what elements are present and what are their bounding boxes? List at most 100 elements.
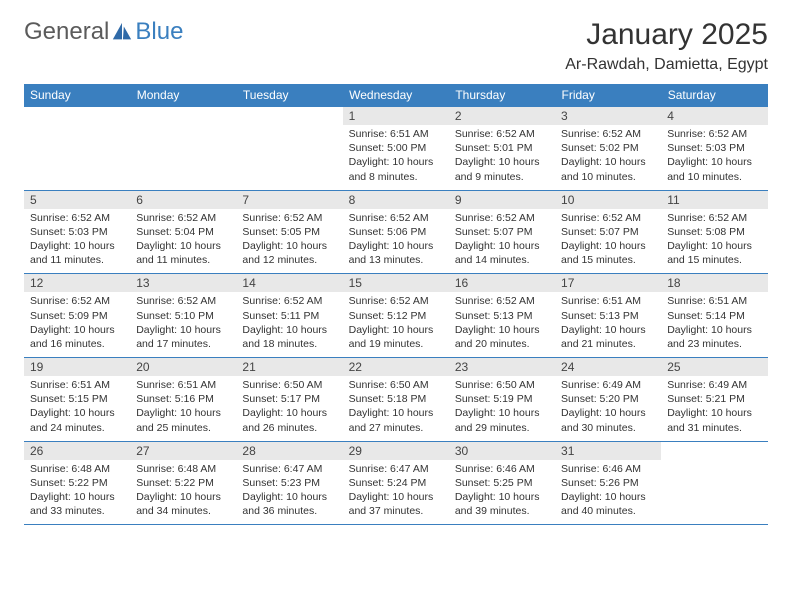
daylight-text: Daylight: 10 hours and 10 minutes. [561, 155, 655, 183]
day-info: Sunrise: 6:52 AMSunset: 5:11 PMDaylight:… [236, 292, 342, 351]
day-number: 11 [661, 191, 767, 209]
day-number: 8 [343, 191, 449, 209]
day-info: Sunrise: 6:52 AMSunset: 5:07 PMDaylight:… [555, 209, 661, 268]
sunrise-text: Sunrise: 6:51 AM [30, 378, 124, 392]
sunrise-text: Sunrise: 6:52 AM [561, 211, 655, 225]
location-text: Ar-Rawdah, Damietta, Egypt [565, 56, 768, 74]
day-cell-body: Sunrise: 6:52 AMSunset: 5:10 PMDaylight:… [130, 292, 236, 357]
sunset-text: Sunset: 5:20 PM [561, 392, 655, 406]
brand-part1: General [24, 18, 109, 46]
sunrise-text: Sunrise: 6:51 AM [561, 294, 655, 308]
sunset-text: Sunset: 5:13 PM [561, 309, 655, 323]
day-info: Sunrise: 6:51 AMSunset: 5:00 PMDaylight:… [343, 125, 449, 184]
daylight-text: Daylight: 10 hours and 29 minutes. [455, 406, 549, 434]
daylight-text: Daylight: 10 hours and 37 minutes. [349, 490, 443, 518]
day-cell-number [24, 107, 130, 126]
daylight-text: Daylight: 10 hours and 11 minutes. [30, 239, 124, 267]
day-cell-number: 11 [661, 190, 767, 209]
sunset-text: Sunset: 5:22 PM [30, 476, 124, 490]
day-number [236, 107, 342, 125]
daylight-text: Daylight: 10 hours and 12 minutes. [242, 239, 336, 267]
daylight-text: Daylight: 10 hours and 10 minutes. [667, 155, 761, 183]
day-cell-number: 30 [449, 441, 555, 460]
day-number: 20 [130, 358, 236, 376]
week-body-row: Sunrise: 6:48 AMSunset: 5:22 PMDaylight:… [24, 460, 768, 525]
sunrise-text: Sunrise: 6:51 AM [136, 378, 230, 392]
day-cell-body: Sunrise: 6:51 AMSunset: 5:14 PMDaylight:… [661, 292, 767, 357]
week-daynum-row: 12131415161718 [24, 274, 768, 293]
day-info: Sunrise: 6:46 AMSunset: 5:25 PMDaylight:… [449, 460, 555, 519]
day-cell-body [236, 125, 342, 190]
day-cell-body: Sunrise: 6:52 AMSunset: 5:04 PMDaylight:… [130, 209, 236, 274]
day-info: Sunrise: 6:52 AMSunset: 5:13 PMDaylight:… [449, 292, 555, 351]
weekday-header: Sunday [24, 84, 130, 107]
day-number: 21 [236, 358, 342, 376]
sunset-text: Sunset: 5:10 PM [136, 309, 230, 323]
week-body-row: Sunrise: 6:51 AMSunset: 5:00 PMDaylight:… [24, 125, 768, 190]
daylight-text: Daylight: 10 hours and 40 minutes. [561, 490, 655, 518]
sunset-text: Sunset: 5:25 PM [455, 476, 549, 490]
week-body-row: Sunrise: 6:51 AMSunset: 5:15 PMDaylight:… [24, 376, 768, 441]
sunset-text: Sunset: 5:24 PM [349, 476, 443, 490]
day-cell-number: 3 [555, 107, 661, 126]
day-cell-number: 29 [343, 441, 449, 460]
daylight-text: Daylight: 10 hours and 21 minutes. [561, 323, 655, 351]
week-daynum-row: 19202122232425 [24, 358, 768, 377]
sunset-text: Sunset: 5:18 PM [349, 392, 443, 406]
weekday-header: Friday [555, 84, 661, 107]
day-info: Sunrise: 6:52 AMSunset: 5:04 PMDaylight:… [130, 209, 236, 268]
sunrise-text: Sunrise: 6:46 AM [561, 462, 655, 476]
day-cell-body [661, 460, 767, 525]
sunrise-text: Sunrise: 6:52 AM [667, 211, 761, 225]
day-number [130, 107, 236, 125]
sail-icon [111, 21, 133, 43]
daylight-text: Daylight: 10 hours and 16 minutes. [30, 323, 124, 351]
sunset-text: Sunset: 5:00 PM [349, 141, 443, 155]
day-number: 14 [236, 274, 342, 292]
day-cell-body: Sunrise: 6:52 AMSunset: 5:09 PMDaylight:… [24, 292, 130, 357]
day-number: 15 [343, 274, 449, 292]
day-cell-number: 12 [24, 274, 130, 293]
day-cell-body: Sunrise: 6:52 AMSunset: 5:05 PMDaylight:… [236, 209, 342, 274]
sunset-text: Sunset: 5:07 PM [455, 225, 549, 239]
sunrise-text: Sunrise: 6:52 AM [349, 211, 443, 225]
day-cell-body: Sunrise: 6:49 AMSunset: 5:20 PMDaylight:… [555, 376, 661, 441]
daylight-text: Daylight: 10 hours and 24 minutes. [30, 406, 124, 434]
sunset-text: Sunset: 5:03 PM [30, 225, 124, 239]
week-body-row: Sunrise: 6:52 AMSunset: 5:09 PMDaylight:… [24, 292, 768, 357]
day-cell-number: 31 [555, 441, 661, 460]
day-cell-number [236, 107, 342, 126]
day-number: 27 [130, 442, 236, 460]
day-cell-body: Sunrise: 6:52 AMSunset: 5:03 PMDaylight:… [24, 209, 130, 274]
daylight-text: Daylight: 10 hours and 31 minutes. [667, 406, 761, 434]
day-cell-body: Sunrise: 6:48 AMSunset: 5:22 PMDaylight:… [24, 460, 130, 525]
sunset-text: Sunset: 5:22 PM [136, 476, 230, 490]
daylight-text: Daylight: 10 hours and 19 minutes. [349, 323, 443, 351]
day-info: Sunrise: 6:49 AMSunset: 5:21 PMDaylight:… [661, 376, 767, 435]
day-info: Sunrise: 6:52 AMSunset: 5:01 PMDaylight:… [449, 125, 555, 184]
daylight-text: Daylight: 10 hours and 14 minutes. [455, 239, 549, 267]
day-number: 18 [661, 274, 767, 292]
day-number: 30 [449, 442, 555, 460]
sunset-text: Sunset: 5:04 PM [136, 225, 230, 239]
day-info: Sunrise: 6:52 AMSunset: 5:05 PMDaylight:… [236, 209, 342, 268]
day-number: 24 [555, 358, 661, 376]
day-cell-body: Sunrise: 6:51 AMSunset: 5:00 PMDaylight:… [343, 125, 449, 190]
sunset-text: Sunset: 5:13 PM [455, 309, 549, 323]
week-daynum-row: 1234 [24, 107, 768, 126]
month-title: January 2025 [565, 18, 768, 52]
day-number: 19 [24, 358, 130, 376]
sunrise-text: Sunrise: 6:52 AM [30, 294, 124, 308]
weekday-header: Tuesday [236, 84, 342, 107]
day-info: Sunrise: 6:52 AMSunset: 5:03 PMDaylight:… [661, 125, 767, 184]
day-info: Sunrise: 6:48 AMSunset: 5:22 PMDaylight:… [130, 460, 236, 519]
sunset-text: Sunset: 5:15 PM [30, 392, 124, 406]
sunset-text: Sunset: 5:12 PM [349, 309, 443, 323]
day-cell-body: Sunrise: 6:46 AMSunset: 5:26 PMDaylight:… [555, 460, 661, 525]
sunset-text: Sunset: 5:03 PM [667, 141, 761, 155]
day-info: Sunrise: 6:52 AMSunset: 5:09 PMDaylight:… [24, 292, 130, 351]
day-cell-number: 18 [661, 274, 767, 293]
daylight-text: Daylight: 10 hours and 15 minutes. [667, 239, 761, 267]
sunrise-text: Sunrise: 6:49 AM [667, 378, 761, 392]
day-cell-body: Sunrise: 6:50 AMSunset: 5:19 PMDaylight:… [449, 376, 555, 441]
